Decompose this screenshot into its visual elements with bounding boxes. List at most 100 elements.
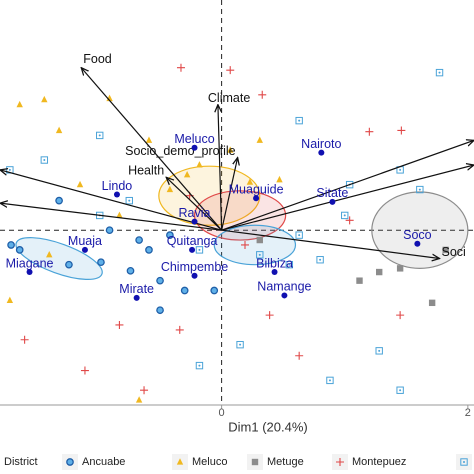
variable-arrow bbox=[221, 165, 474, 231]
point bbox=[295, 351, 304, 360]
point bbox=[156, 276, 164, 285]
point-outline bbox=[326, 376, 334, 385]
site-point bbox=[191, 272, 198, 279]
site-label: Meluco bbox=[174, 132, 214, 146]
point-outline bbox=[125, 196, 133, 205]
site-point bbox=[113, 191, 120, 198]
variable-label: Health bbox=[128, 164, 164, 178]
point bbox=[236, 340, 244, 349]
point-outline bbox=[396, 386, 404, 394]
site-point bbox=[26, 269, 33, 276]
point bbox=[251, 458, 259, 466]
variable-arrow bbox=[221, 140, 474, 231]
point bbox=[16, 100, 23, 108]
point bbox=[183, 171, 191, 178]
x-tick-label: 2 bbox=[465, 407, 471, 419]
point bbox=[375, 347, 383, 355]
site-point bbox=[253, 195, 260, 202]
point-center bbox=[298, 119, 301, 122]
point bbox=[210, 286, 219, 295]
point bbox=[256, 251, 264, 259]
point bbox=[135, 236, 143, 244]
point bbox=[66, 458, 74, 466]
point bbox=[55, 196, 63, 205]
point-center bbox=[288, 263, 291, 266]
point bbox=[246, 178, 254, 185]
point-center bbox=[343, 214, 346, 217]
site-point bbox=[329, 198, 336, 205]
point-outline bbox=[285, 260, 294, 269]
variable-arrow bbox=[221, 158, 238, 231]
point bbox=[65, 260, 73, 269]
variable-arrow bbox=[166, 177, 223, 231]
legend-title: District bbox=[4, 456, 38, 468]
site-point bbox=[281, 292, 288, 299]
point bbox=[126, 266, 135, 275]
point bbox=[7, 241, 15, 249]
point bbox=[460, 458, 468, 466]
site-label: Bilbiza bbox=[256, 256, 293, 270]
point bbox=[316, 256, 324, 264]
point bbox=[176, 63, 185, 72]
point bbox=[376, 268, 383, 276]
point bbox=[115, 320, 124, 329]
point-center bbox=[239, 343, 242, 346]
site-point bbox=[81, 246, 88, 253]
point bbox=[295, 231, 303, 239]
variable-arrow bbox=[0, 170, 222, 231]
point bbox=[341, 211, 349, 220]
point-outline bbox=[435, 68, 444, 77]
point-center bbox=[98, 134, 101, 137]
point bbox=[166, 185, 174, 193]
site-label: Nairoto bbox=[301, 137, 341, 151]
variable-label: Climate bbox=[208, 91, 250, 105]
legend-label: Montepuez bbox=[352, 456, 406, 468]
point-center bbox=[198, 248, 201, 251]
point-outline bbox=[195, 246, 204, 254]
point bbox=[46, 251, 53, 258]
point bbox=[20, 335, 29, 344]
point bbox=[105, 226, 114, 235]
concentration-ellipse bbox=[15, 237, 103, 280]
point bbox=[256, 236, 263, 244]
site-label: Chimpembe bbox=[161, 260, 228, 274]
site-label: Mirate bbox=[119, 282, 154, 296]
site-point bbox=[318, 149, 325, 156]
point-outline bbox=[460, 458, 468, 466]
point-outline bbox=[40, 156, 49, 164]
point bbox=[295, 116, 303, 125]
point bbox=[6, 296, 14, 303]
point-center bbox=[43, 159, 46, 162]
variable-arrow bbox=[0, 203, 222, 231]
site-point bbox=[133, 294, 140, 301]
point-center bbox=[128, 199, 131, 202]
legend-label: Meluco bbox=[192, 456, 227, 468]
point-outline bbox=[375, 347, 383, 355]
site-label: Quitanga bbox=[167, 234, 218, 248]
legend-label: Metuge bbox=[267, 456, 304, 468]
point bbox=[96, 131, 104, 140]
point bbox=[176, 458, 184, 465]
point bbox=[195, 361, 204, 370]
point-center bbox=[378, 349, 381, 352]
point-outline bbox=[341, 211, 349, 220]
site-point bbox=[191, 144, 198, 151]
point bbox=[180, 286, 189, 295]
point bbox=[435, 68, 444, 77]
x-axis-label: Dim1 (20.4%) bbox=[228, 419, 307, 434]
site-label: Sitate bbox=[316, 186, 348, 200]
site-point bbox=[414, 240, 421, 247]
site-label: Miagane bbox=[6, 256, 54, 270]
point bbox=[397, 126, 406, 135]
point-center bbox=[8, 168, 11, 171]
variable-label: Food bbox=[83, 52, 112, 66]
point bbox=[145, 246, 153, 254]
point-outline bbox=[295, 231, 303, 239]
legend-label: Ancuabe bbox=[82, 456, 125, 468]
site-label: Soco bbox=[403, 228, 432, 242]
point-center bbox=[328, 379, 331, 382]
point-outline bbox=[236, 340, 244, 349]
point bbox=[226, 66, 235, 75]
x-tick-label: 0 bbox=[219, 407, 225, 419]
